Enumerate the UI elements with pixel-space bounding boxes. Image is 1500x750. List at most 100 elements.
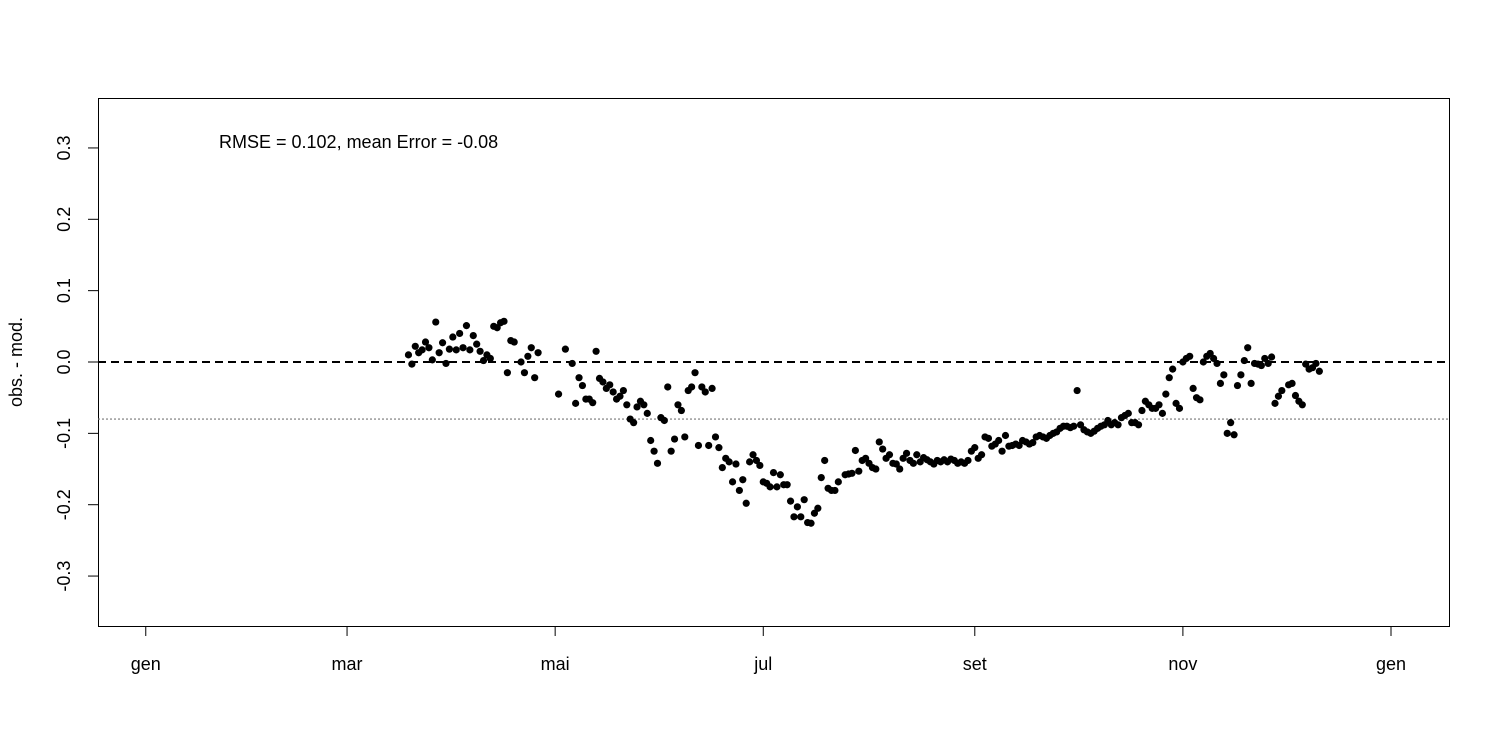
data-point [1165, 374, 1173, 382]
data-point [1298, 401, 1306, 409]
data-point [1216, 379, 1225, 388]
data-point [408, 360, 416, 368]
data-point [1220, 371, 1228, 379]
data-point [1138, 406, 1146, 415]
data-point [524, 352, 532, 360]
data-point [670, 435, 679, 443]
data-point [589, 399, 597, 407]
data-point [653, 459, 662, 467]
data-point [766, 483, 774, 491]
data-point [964, 456, 972, 465]
data-point [473, 340, 481, 348]
data-point [418, 346, 426, 354]
data-point [554, 390, 563, 398]
y-tick-label: -0.3 [54, 561, 74, 592]
data-point [708, 384, 716, 392]
data-point [404, 351, 413, 359]
data-point [1278, 386, 1286, 395]
data-point [749, 451, 757, 459]
data-point [786, 497, 795, 505]
x-tick-label: nov [1168, 654, 1197, 674]
data-point [1247, 379, 1255, 388]
data-point [735, 486, 743, 495]
data-point [998, 447, 1006, 455]
y-tick-label: 0.0 [54, 349, 74, 374]
data-point [459, 344, 467, 352]
data-point [1312, 359, 1320, 368]
data-point [633, 403, 641, 411]
data-point [978, 451, 986, 459]
data-point [1134, 421, 1143, 429]
reference-lines [98, 361, 1449, 420]
data-point [769, 468, 778, 477]
data-point [1244, 344, 1252, 352]
data-point [469, 332, 477, 340]
data-point [831, 486, 839, 495]
data-point [783, 481, 791, 489]
data-point [715, 444, 723, 452]
data-point [995, 436, 1003, 445]
data-point [479, 356, 488, 365]
data-point [592, 347, 600, 355]
data-point [531, 374, 539, 382]
data-point [1070, 422, 1078, 430]
data-point [1158, 409, 1167, 417]
data-point [971, 444, 979, 452]
data-point [1230, 431, 1238, 439]
y-axis-label: obs. - mod. [6, 317, 26, 407]
data-point [428, 356, 436, 364]
data-point [705, 441, 713, 450]
data-point [1315, 367, 1323, 375]
data-point [1029, 439, 1037, 447]
data-point [510, 338, 518, 346]
data-point [790, 513, 798, 521]
data-point [1233, 381, 1242, 390]
data-point [711, 433, 720, 441]
data-point [500, 317, 508, 325]
data-point [1240, 356, 1248, 365]
data-point [1162, 390, 1170, 398]
data-point [701, 388, 709, 396]
data-point [909, 459, 917, 467]
data-point [1175, 404, 1184, 412]
data-point [435, 349, 443, 357]
x-tick-label: gen [131, 654, 161, 674]
y-tick-label: 0.2 [54, 207, 74, 232]
data-point [1199, 358, 1207, 366]
data-point [913, 451, 921, 459]
data-point [1257, 361, 1265, 370]
data-point [520, 369, 529, 377]
data-point [746, 458, 754, 466]
data-point [575, 374, 583, 382]
data-point [1291, 391, 1300, 400]
data-point [1169, 365, 1177, 373]
data-point [691, 369, 699, 377]
data-point [667, 447, 675, 455]
data-point [896, 465, 904, 473]
data-point [851, 446, 859, 455]
data-point [739, 476, 747, 484]
data-point [623, 401, 631, 409]
data-point [1288, 379, 1296, 388]
data-point [879, 445, 887, 453]
data-point [756, 461, 764, 470]
data-point [902, 449, 911, 457]
data-point [421, 338, 430, 346]
data-point [1237, 371, 1245, 379]
y-tick-label: 0.3 [54, 135, 74, 160]
data-point [527, 344, 535, 352]
data-point [616, 392, 624, 400]
data-point [432, 318, 440, 326]
data-point [438, 339, 447, 347]
data-point [411, 342, 419, 350]
data-point [1186, 352, 1194, 360]
data-point [445, 345, 453, 353]
data-point [442, 359, 450, 368]
data-point [688, 383, 696, 391]
data-point [1227, 419, 1235, 427]
data-point [677, 406, 685, 415]
y-tick-label: 0.1 [54, 278, 74, 303]
data-point [449, 333, 457, 341]
data-point [599, 378, 607, 386]
